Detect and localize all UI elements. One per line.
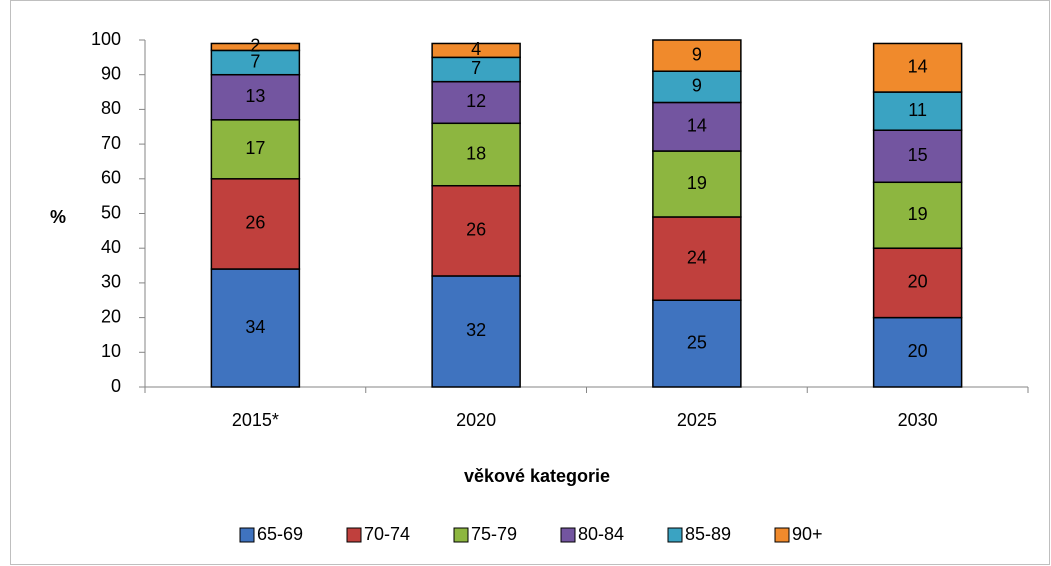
y-tick-label: 100 [91, 29, 121, 49]
bar-segment [431, 42, 521, 59]
data-label: 13 [245, 86, 265, 106]
x-tick-label: 2025 [677, 410, 717, 430]
legend-swatch [560, 527, 576, 543]
bar-segment [210, 42, 301, 52]
y-tick-label: 30 [101, 272, 121, 292]
bar-segment [872, 91, 963, 131]
legend-swatch [346, 527, 362, 543]
bar-segment [210, 73, 301, 121]
x-axis-title: věkové kategorie [464, 466, 610, 486]
y-tick-label: 20 [101, 306, 121, 326]
data-label: 11 [908, 100, 927, 120]
y-tick-label: 50 [101, 202, 121, 222]
data-label: 15 [908, 145, 928, 165]
bar-segment [431, 56, 521, 83]
data-label: 7 [250, 51, 260, 71]
bar-segment [431, 275, 521, 388]
x-tick-label: 2030 [898, 410, 938, 430]
x-tick-label: 2020 [456, 410, 496, 430]
data-label: 2 [250, 36, 260, 56]
y-tick-label: 40 [101, 237, 121, 257]
legend-label: 65-69 [257, 524, 303, 544]
data-label: 14 [908, 57, 928, 77]
bar-segment [652, 39, 742, 72]
legend-label: 70-74 [364, 524, 410, 544]
data-label: 14 [687, 116, 707, 136]
legend-label: 80-84 [578, 524, 624, 544]
data-label: 4 [471, 39, 481, 59]
bar-segment [652, 150, 742, 218]
data-label: 18 [466, 143, 486, 163]
legend-label: 85-89 [685, 524, 731, 544]
data-label: 20 [908, 341, 928, 361]
bar-segment [210, 119, 301, 180]
legend-label: 75-79 [471, 524, 517, 544]
bar-segment [872, 181, 963, 249]
legend-label: 90+ [792, 524, 823, 544]
data-label: 7 [471, 58, 481, 78]
data-label: 12 [466, 91, 486, 111]
x-tick-label: 2015* [232, 410, 279, 430]
data-label: 32 [466, 320, 486, 340]
data-label: 9 [692, 44, 702, 64]
y-tick-label: 10 [101, 341, 121, 361]
data-label: 26 [245, 213, 265, 233]
data-label: 24 [687, 247, 707, 267]
legend-swatch [453, 527, 469, 543]
y-tick-label: 60 [101, 168, 121, 188]
data-label: 19 [687, 173, 707, 193]
y-tick-label: 90 [101, 63, 121, 83]
bar-segment [431, 122, 521, 187]
legend-swatch [667, 527, 683, 543]
data-label: 25 [687, 332, 707, 352]
bar-segment [652, 216, 742, 301]
y-tick-label: 70 [101, 133, 121, 153]
legend-swatch [239, 527, 255, 543]
y-tick-label: 80 [101, 98, 121, 118]
data-label: 19 [908, 204, 928, 224]
y-tick-label: 0 [111, 376, 121, 396]
bar-segment [210, 49, 301, 76]
bar-segment [872, 247, 963, 319]
data-label: 9 [692, 76, 702, 96]
y-axis-title: % [50, 207, 66, 227]
bar-segment [431, 184, 521, 277]
bar-segment [431, 80, 521, 125]
data-label: 17 [245, 138, 265, 158]
data-label: 26 [466, 220, 486, 240]
bar-segment [872, 42, 963, 93]
data-label: 20 [908, 272, 928, 292]
legend-swatch [774, 527, 790, 543]
data-label: 34 [245, 317, 265, 337]
